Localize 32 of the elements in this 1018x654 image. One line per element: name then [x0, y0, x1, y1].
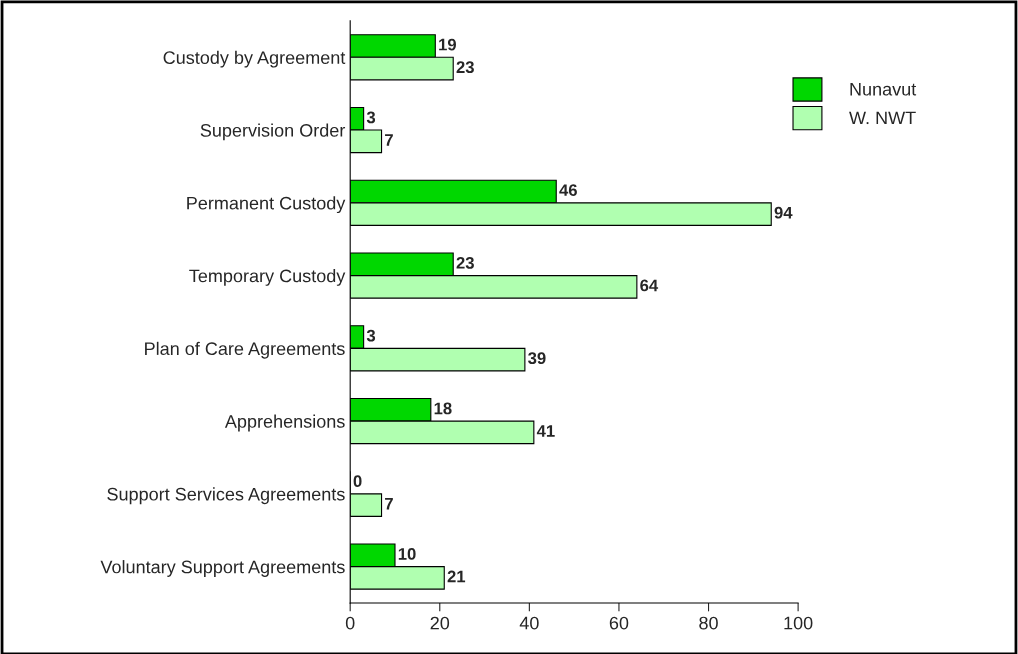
y-tick-label: Voluntary Support Agreements: [100, 560, 345, 577]
legend-label: Nunavut: [850, 83, 917, 96]
x-tick-label: 0: [345, 616, 355, 630]
data-label: 19: [439, 38, 456, 51]
data-label: 3: [366, 329, 376, 342]
data-label: 23: [456, 256, 474, 269]
data-label: 7: [385, 497, 393, 510]
data-label: 0: [353, 475, 362, 488]
data-label: 41: [536, 425, 555, 437]
x-tick-label: 80: [699, 616, 718, 630]
y-tick-label: Plan of Care Agreements: [145, 341, 345, 359]
y-tick-label: Permanent Custody: [187, 196, 346, 214]
y-tick-label: Apprehensions: [224, 414, 345, 432]
x-tick-label: 100: [784, 616, 813, 630]
x-tick-label: 40: [519, 616, 539, 630]
data-label: 21: [447, 570, 466, 583]
x-tick-label: 20: [430, 616, 450, 630]
y-tick-label: Temporary Custody: [189, 269, 346, 286]
data-label: 3: [366, 111, 376, 124]
data-label: 39: [528, 352, 546, 365]
data-label: 23: [456, 61, 474, 74]
data-label: 7: [385, 134, 393, 146]
legend-label: W. NWT: [849, 111, 916, 125]
data-label: 18: [434, 402, 452, 415]
data-label: 46: [559, 184, 577, 197]
data-label: 64: [640, 279, 659, 292]
data-label: 10: [398, 548, 416, 560]
y-tick-label: Custody by Agreement: [163, 50, 346, 68]
y-tick-label: Support Services Agreements: [107, 487, 345, 505]
x-tick-label: 60: [609, 616, 629, 630]
y-tick-label: Supervision Order: [200, 123, 346, 141]
data-label: 94: [774, 206, 793, 219]
